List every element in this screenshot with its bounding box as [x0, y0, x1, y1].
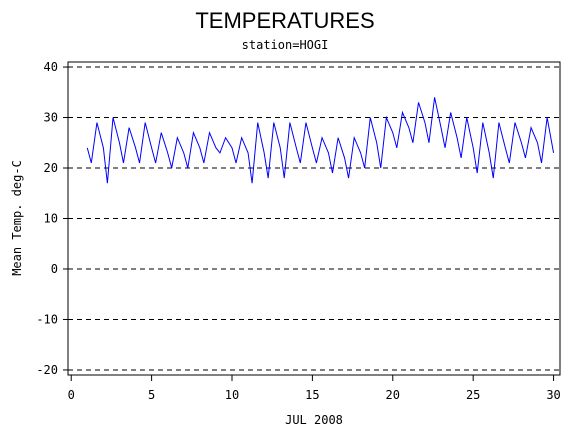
y-tick-label: -10: [36, 312, 58, 326]
x-tick-label: 0: [68, 388, 75, 402]
y-tick-label: 20: [44, 161, 58, 175]
y-axis-label: Mean Temp. deg-C: [10, 160, 24, 276]
x-tick-label: 25: [466, 388, 480, 402]
x-axis-label: JUL 2008: [285, 413, 343, 427]
y-tick-label: 40: [44, 60, 58, 74]
chart-subtitle: station=HOGI: [242, 38, 329, 52]
x-tick-label: 15: [305, 388, 319, 402]
plot-frame: [67, 61, 561, 376]
y-tick-label: 10: [44, 212, 58, 226]
chart-title: TEMPERATURES: [195, 8, 374, 33]
y-tick-label: -20: [36, 363, 58, 377]
x-tick-label: 5: [148, 388, 155, 402]
y-tick-label: 30: [44, 111, 58, 125]
x-tick-label: 10: [225, 388, 239, 402]
y-tick-label: 0: [51, 262, 58, 276]
x-tick-label: 20: [386, 388, 400, 402]
x-tick-label: 30: [546, 388, 560, 402]
data-line: [86, 97, 555, 184]
